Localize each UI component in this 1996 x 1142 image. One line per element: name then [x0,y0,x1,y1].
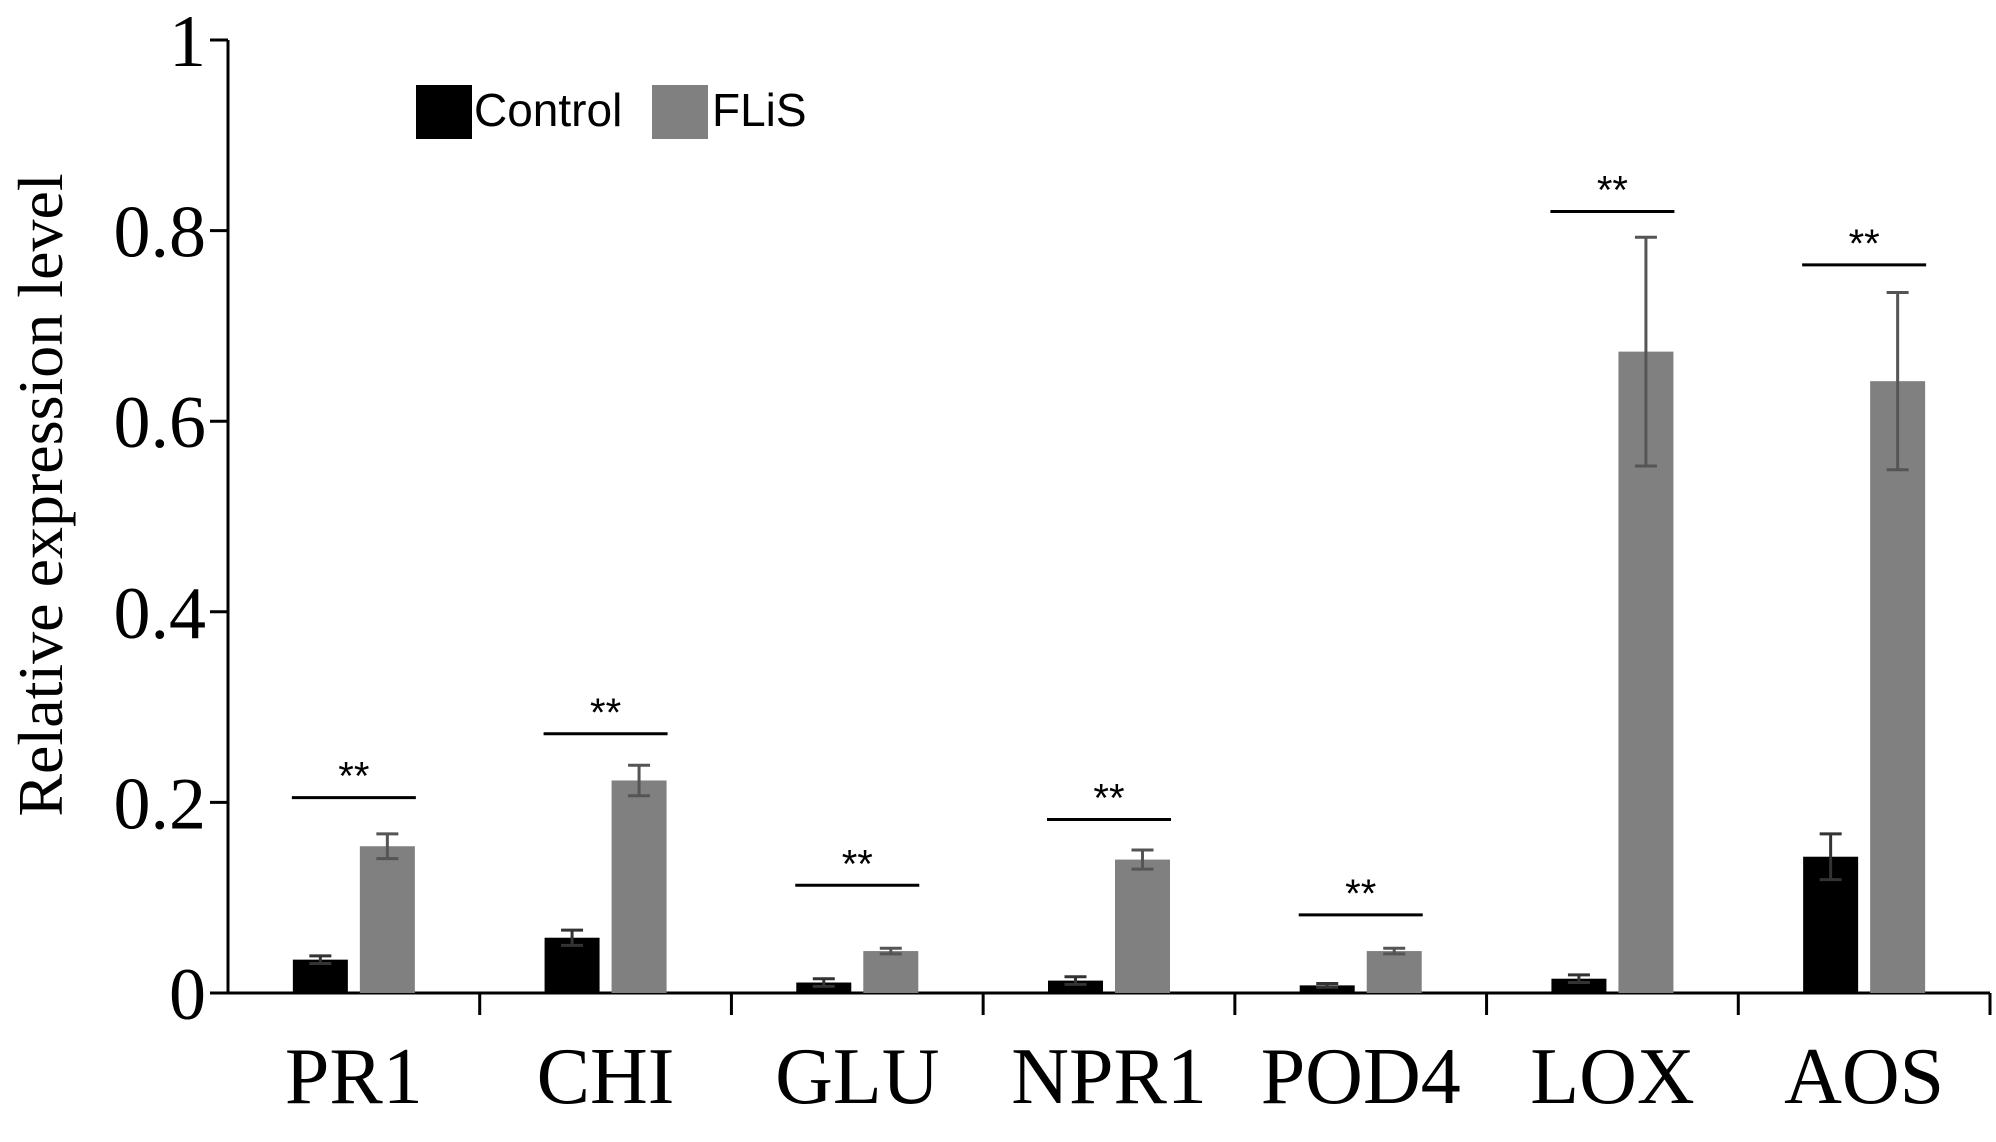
bar-control-pod4 [1299,985,1355,993]
y-tick-label: 0 [169,954,206,1036]
x-tick-label: LOX [1530,1033,1694,1121]
y-tick-label: 1 [169,1,206,83]
legend: Control FLiS [416,84,807,139]
bar-flis-pod4 [1366,951,1422,993]
x-tick-label: POD4 [1261,1033,1461,1121]
x-tick-label: CHI [537,1033,675,1121]
significance-mark: ** [842,842,873,886]
significance-mark: ** [1093,777,1124,821]
legend-swatch-flis [652,85,708,139]
axes: 0 0.2 0.4 0.6 0.8 1 PR1 CHI GLU NPR1 POD4 LOX AOS [114,1,1992,1121]
legend-label-flis: FLiS [712,84,807,136]
bar-control-chi [544,937,600,993]
error-bars [309,235,1909,989]
legend-label-control: Control [474,84,622,136]
x-tick-label: AOS [1784,1033,1944,1121]
legend-swatch-control [416,85,472,139]
bar-flis-npr1 [1115,859,1170,993]
y-tick-label: 0.8 [114,192,207,274]
x-tick-label: GLU [775,1033,939,1121]
bar-control-pr1 [292,959,348,993]
significance-mark: ** [1849,222,1880,266]
significance-mark: ** [590,691,621,735]
bar-flis-glu [863,951,919,993]
significance-mark: ** [1597,169,1628,213]
x-tick-label: PR1 [285,1033,423,1121]
significance-mark: ** [1345,872,1376,916]
significance-mark: ** [338,755,369,799]
bar-control-lox [1551,978,1607,993]
y-tick-label: 0.4 [114,573,207,655]
y-axis-label: Relative expression level [5,173,76,816]
y-tick-label: 0.2 [114,763,207,845]
significance-annotations: ** ** ** ** ** ** ** [291,169,1927,917]
bar-control-npr1 [1048,980,1103,993]
bar-flis-chi [611,780,667,993]
bar-flis-aos [1870,381,1926,993]
y-tick-label: 0.6 [114,382,207,464]
bars [292,351,1926,994]
x-tick-label: NPR1 [1011,1033,1207,1121]
bar-flis-pr1 [359,846,415,993]
